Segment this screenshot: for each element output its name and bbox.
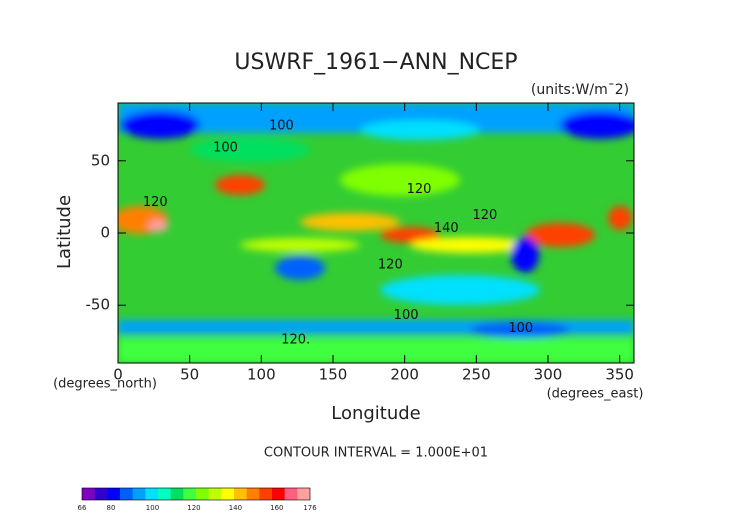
y-unit-label: (degrees_north) (53, 377, 157, 392)
colorbar-swatch (259, 488, 273, 500)
contour-field (118, 103, 634, 363)
y-tick-label: -50 (86, 296, 111, 314)
contour-label: 100 (269, 119, 294, 134)
colorbar-swatch (145, 488, 159, 500)
x-tick-label: 250 (462, 366, 491, 384)
colorbar-swatch (234, 488, 247, 500)
colorbar-swatch (158, 488, 171, 500)
x-unit-label: (degrees_east) (547, 387, 644, 402)
chart-title: USWRF_1961−ANN_NCEP (234, 50, 517, 75)
contour-label: 120 (473, 208, 498, 223)
colorbar-swatch (208, 488, 222, 500)
colorbar-label: 66 (78, 504, 87, 512)
y-axis-label: Latitude (54, 195, 75, 269)
colorbar-swatch (94, 488, 108, 500)
units-label: (units:W/m¯2) (531, 82, 629, 98)
colorbar-label: 140 (229, 504, 242, 512)
colorbar-label: 100 (146, 504, 159, 512)
colorbar-label: 120 (187, 504, 200, 512)
x-tick-label: 0 (113, 366, 123, 384)
colorbar-swatch (183, 488, 197, 500)
x-tick-label: 100 (247, 366, 276, 384)
colorbar-swatch (246, 488, 260, 500)
colorbar-swatch (297, 488, 311, 500)
x-tick-label: 350 (605, 366, 634, 384)
colorbar-swatch (132, 488, 146, 500)
contour-label: 120 (143, 195, 168, 210)
x-axis-label: Longitude (331, 403, 421, 424)
y-tick-label: 0 (100, 224, 110, 242)
colorbar-frame (81, 487, 311, 501)
colorbar-swatch (196, 488, 209, 500)
x-tick-label: 300 (534, 366, 563, 384)
colorbar-swatch (221, 488, 235, 500)
colorbar-swatch (170, 488, 184, 500)
x-tick-label: 50 (180, 366, 199, 384)
colorbar-label: 176 (303, 504, 317, 512)
contour-interval: CONTOUR INTERVAL = 1.000E+01 (264, 446, 488, 461)
x-tick-label: 150 (319, 366, 348, 384)
colorbar-swatch (284, 488, 298, 500)
colorbar-label: 80 (107, 504, 116, 512)
y-tick-label: 50 (91, 151, 110, 169)
colorbar-swatch (120, 488, 133, 500)
x-tick-label: 200 (390, 366, 419, 384)
contour-label: 100 (508, 321, 533, 336)
colorbar-swatch (82, 488, 95, 500)
contour-label: 120. (281, 332, 310, 347)
colorbar-swatch (272, 488, 285, 500)
contour-label: 100 (213, 140, 238, 155)
contour-label: 120 (407, 182, 432, 197)
contour-label: 120 (378, 257, 403, 272)
colorbar-swatch (107, 488, 121, 500)
colorbar-label: 160 (270, 504, 283, 512)
contour-label: 140 (434, 221, 459, 236)
contour-label: 100 (394, 308, 419, 323)
